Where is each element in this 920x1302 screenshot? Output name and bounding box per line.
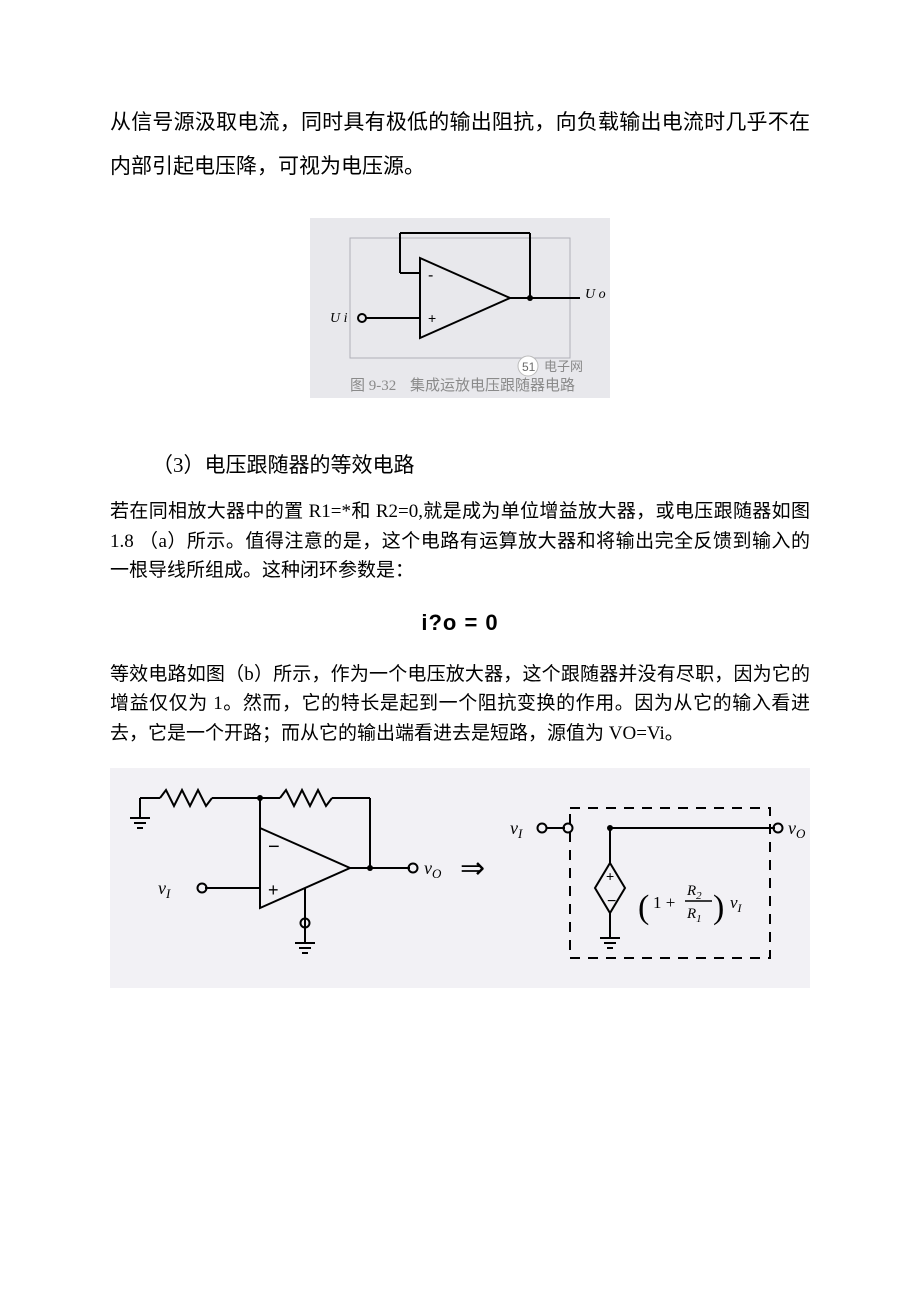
- figure-1-container: - + U o U i 51 电子网 图 9-32 集成运放电压跟随器电路: [110, 218, 810, 413]
- uo-label: U o: [585, 287, 606, 302]
- paragraph-1: 若在同相放大器中的置 R1=*和 R2=0,就是成为单位增益放大器，或电压跟随器…: [110, 497, 810, 585]
- paren-close: ): [713, 889, 724, 926]
- figure-1-caption-text: 集成运放电压跟随器电路: [410, 377, 575, 394]
- ui-label: U i: [330, 311, 348, 326]
- left-plus: +: [268, 880, 279, 900]
- plus-label: +: [428, 310, 436, 326]
- figure-1-caption-prefix: 图 9-32: [350, 377, 396, 394]
- paragraph-2: 等效电路如图（b）所示，作为一个电压放大器，这个跟随器并没有尽职，因为它的增益仅…: [110, 660, 810, 748]
- paren-open: (: [638, 889, 649, 926]
- eq-one-plus: 1 +: [653, 893, 675, 912]
- watermark-logo: 51: [522, 360, 536, 374]
- figure-1-svg: - + U o U i 51 电子网 图 9-32 集成运放电压跟随器电路: [310, 218, 610, 398]
- diamond-plus: +: [606, 868, 614, 884]
- closed-loop-formula: i?o = 0: [110, 600, 810, 646]
- transform-arrow: ⇒: [460, 852, 485, 885]
- minus-label: -: [428, 267, 433, 284]
- figure-2-svg: − + vO vI ⇒ vI: [110, 768, 810, 988]
- diamond-minus: −: [607, 893, 616, 910]
- section-3-heading: （3）电压跟随器的等效电路: [110, 443, 810, 487]
- watermark-text: 电子网: [544, 359, 583, 374]
- intro-paragraph: 从信号源汲取电流，同时具有极低的输出阻抗，向负载输出电流时几乎不在内部引起电压降…: [110, 100, 810, 188]
- figure-2-container: − + vO vI ⇒ vI: [110, 768, 810, 1003]
- left-minus: −: [268, 836, 280, 858]
